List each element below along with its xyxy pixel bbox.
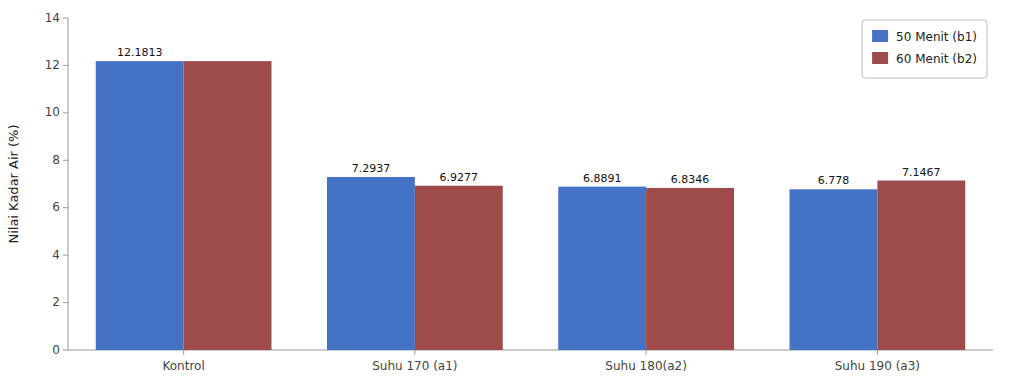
- bar: [184, 61, 272, 350]
- y-tick-label: 2: [52, 295, 60, 309]
- y-tick-label: 10: [45, 105, 60, 119]
- y-tick-label: 0: [52, 343, 60, 357]
- y-tick: [63, 65, 68, 66]
- y-axis-line: [68, 18, 69, 350]
- data-labels: 12.1813 7.2937 6.8891 6.778 6.9277 6.8346 7.14…: [117, 46, 941, 187]
- x-tick-label: Kontrol: [162, 359, 204, 373]
- legend-swatch: [872, 52, 888, 64]
- y-axis-title: Nilai Kadar Air (%): [6, 124, 21, 243]
- x-tick-label: Suhu 180(a2): [605, 359, 687, 373]
- bar: [415, 186, 503, 350]
- data-label: 6.8346: [671, 173, 710, 186]
- data-label: 6.778: [818, 174, 850, 187]
- x-tick: [646, 350, 647, 355]
- bar: [558, 187, 646, 350]
- x-tick-label: Suhu 190 (a3): [835, 359, 920, 373]
- y-tick-label: 6: [52, 200, 60, 214]
- y-tick: [63, 112, 68, 113]
- data-label: 7.2937: [352, 162, 391, 175]
- legend-swatch: [872, 30, 888, 42]
- bar: [96, 61, 184, 350]
- bar: [327, 177, 415, 350]
- x-tick: [183, 350, 184, 355]
- legend-label: 50 Menit (b1): [896, 30, 977, 44]
- legend-box: [862, 20, 987, 78]
- data-label: 12.1813: [117, 46, 163, 59]
- legend-label: 60 Menit (b2): [896, 52, 977, 66]
- y-tick: [63, 350, 68, 351]
- legend: 50 Menit (b1) 60 Menit (b2): [862, 20, 987, 78]
- data-label: 7.1467: [902, 166, 941, 179]
- bar: [646, 188, 734, 350]
- y-tick: [63, 255, 68, 256]
- y-tick: [63, 207, 68, 208]
- x-tick-label: Suhu 170 (a1): [372, 359, 457, 373]
- y-tick: [63, 18, 68, 19]
- data-label: 6.8891: [583, 172, 622, 185]
- x-tick: [414, 350, 415, 355]
- y-tick-label: 14: [45, 11, 60, 25]
- bars: [96, 61, 966, 350]
- y-tick: [63, 160, 68, 161]
- y-tick-label: 4: [52, 248, 60, 262]
- y-tick-label: 12: [45, 58, 60, 72]
- y-tick-label: 8: [52, 153, 60, 167]
- x-tick: [877, 350, 878, 355]
- y-tick: [63, 302, 68, 303]
- bar: [790, 189, 878, 350]
- bar: [877, 181, 965, 350]
- data-label: 6.9277: [440, 171, 479, 184]
- chart: 0 2 4 6 8 10 12 14 Nilai Kadar Air (%) Kontrol Suh…: [0, 0, 1013, 390]
